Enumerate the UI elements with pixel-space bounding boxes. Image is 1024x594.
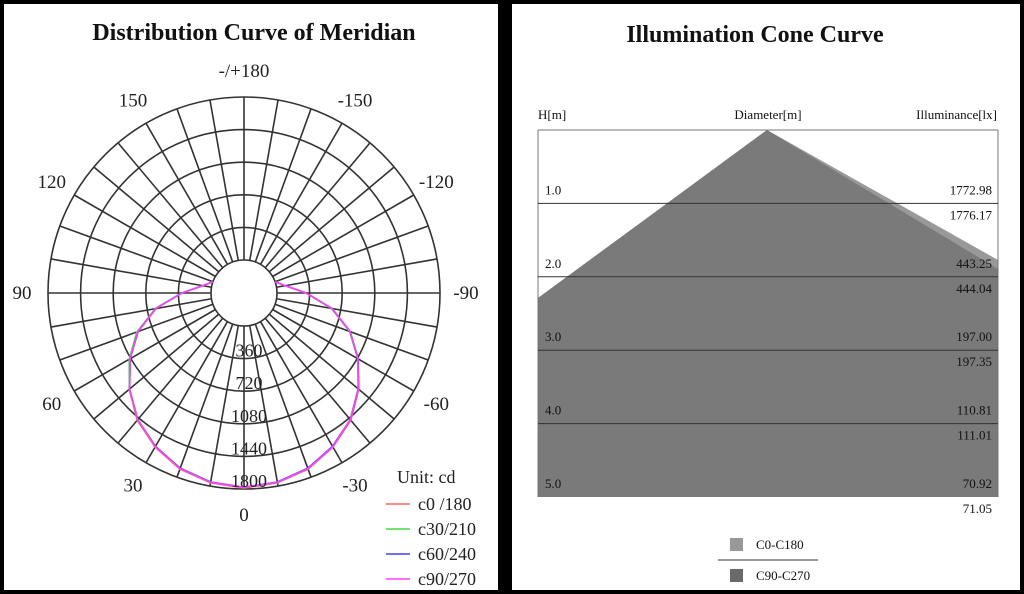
cone-illuminance-2: 444.04 (956, 281, 992, 296)
polar-angle-label: 120 (37, 172, 66, 193)
polar-ring (177, 226, 311, 360)
header-h: H[m] (538, 107, 566, 122)
polar-spoke (50, 258, 212, 289)
polar-spoke (259, 122, 343, 265)
cone-illuminance-1: 70.92 (963, 476, 992, 491)
polar-spoke (209, 325, 240, 487)
cone-height-label: 2.0 (545, 256, 561, 271)
polar-ring (145, 194, 343, 392)
polar-radial-label: 360 (236, 341, 263, 361)
polar-spoke (176, 108, 234, 263)
polar-spoke (145, 321, 229, 464)
polar-spoke (276, 297, 438, 328)
cone-height-label: 4.0 (545, 403, 561, 418)
polar-spoke (264, 142, 371, 269)
cone-illuminance-2: 197.35 (956, 354, 992, 369)
polar-spoke (248, 99, 279, 261)
cone-illuminance-1: 197.00 (956, 329, 992, 344)
polar-spoke (274, 303, 429, 361)
polar-spoke (145, 122, 229, 265)
polar-angle-labels: -/+180 150 120 90 60 30 0 -30 -60 -90 -120 -150 (13, 61, 479, 526)
cone-legend-swatch-0 (730, 538, 743, 551)
polar-spoke (272, 194, 415, 278)
cone-height-label: 5.0 (545, 476, 561, 491)
header-diameter: Diameter[m] (734, 107, 801, 122)
cone-illuminance-1: 1772.98 (950, 182, 992, 197)
polar-angle-label: -90 (453, 283, 478, 304)
cone-chart: Illumination Cone Curve H[m] Diameter[m]… (537, 22, 999, 583)
polar-radial-label: 1440 (231, 438, 267, 458)
polar-legend: c0 /180 c30/210 c60/240 c90/270 (386, 494, 476, 589)
cone-legend: C0-C180 C90-C270 (718, 537, 818, 583)
cone-body: 1.0 1772.98 1776.17 2.0 443.25 444.04 3.0 197.0… (537, 129, 999, 516)
cone-c90-c270 (538, 130, 998, 497)
cone-title: Illumination Cone Curve (626, 22, 884, 48)
polar-spoke (276, 258, 438, 289)
polar-spoke (176, 323, 234, 478)
cone-height-label: 1.0 (545, 182, 561, 197)
cone-legend-swatch-1 (730, 569, 743, 582)
polar-spoke (73, 308, 216, 392)
legend-label-0: c0 /180 (418, 494, 472, 514)
polar-spoke (59, 225, 214, 283)
polar-angle-label: 60 (42, 394, 61, 415)
polar-angle-label: -60 (424, 394, 449, 415)
cone-panel: Illumination Cone Curve H[m] Diameter[m]… (512, 4, 1020, 590)
polar-angle-label: -/+180 (219, 61, 270, 82)
cone-illuminance-2: 71.05 (963, 501, 992, 516)
polar-spoke (93, 313, 220, 420)
polar-angle-label: -150 (338, 91, 373, 112)
polar-ring (79, 128, 409, 458)
polar-spoke (264, 317, 371, 444)
cone-illuminance-2: 1776.17 (950, 207, 993, 222)
polar-radial-labels: 360 720 1080 1440 1800 (231, 341, 267, 491)
polar-spoke (93, 166, 220, 273)
polar-ring (112, 161, 376, 425)
polar-angle-label: 30 (124, 475, 143, 496)
polar-curves (128, 280, 360, 489)
polar-spoke (209, 99, 240, 261)
polar-spoke (254, 108, 312, 263)
cone-height-label: 3.0 (545, 329, 561, 344)
polar-ring (210, 259, 278, 327)
polar-ring (47, 96, 441, 490)
polar-spoke (272, 308, 415, 392)
polar-panel: Distribution Curve of Meridian -/+180 150… (4, 4, 498, 590)
legend-label-1: c30/210 (418, 519, 476, 539)
polar-angle-label: 150 (119, 91, 148, 112)
polar-spoke (117, 317, 224, 444)
cone-illuminance-1: 443.25 (956, 256, 992, 271)
polar-spoke (268, 166, 395, 273)
legend-label-2: c60/240 (418, 544, 476, 564)
polar-radial-label: 720 (236, 373, 263, 393)
polar-spoke (259, 321, 343, 464)
polar-angle-label: 0 (239, 505, 249, 526)
header-illuminance: Illuminance[lx] (916, 107, 997, 122)
cone-legend-label-1: C90-C270 (756, 568, 810, 583)
polar-chart: Distribution Curve of Meridian -/+180 150… (13, 20, 479, 589)
polar-radial-label: 1080 (231, 406, 267, 426)
polar-spoke (50, 297, 212, 328)
polar-angle-label: 90 (13, 283, 32, 304)
polar-spoke (268, 313, 395, 420)
polar-spoke (73, 194, 216, 278)
polar-spoke (117, 142, 224, 269)
cone-legend-label-0: C0-C180 (756, 537, 804, 552)
cone-illuminance-1: 110.81 (957, 403, 992, 418)
polar-spoke (274, 225, 429, 283)
polar-radial-label: 1800 (231, 471, 267, 491)
unit-label: Unit: cd (397, 467, 456, 487)
cone-illuminance-2: 111.01 (957, 428, 992, 443)
polar-center (212, 261, 276, 325)
polar-spoke (254, 323, 312, 478)
legend-label-3: c90/270 (418, 569, 476, 589)
polar-spoke (248, 325, 279, 487)
polar-title: Distribution Curve of Meridian (92, 20, 415, 46)
polar-curve-3 (128, 280, 360, 489)
polar-angle-label: -30 (342, 475, 367, 496)
polar-grid (47, 96, 441, 490)
polar-angle-label: -120 (419, 172, 454, 193)
